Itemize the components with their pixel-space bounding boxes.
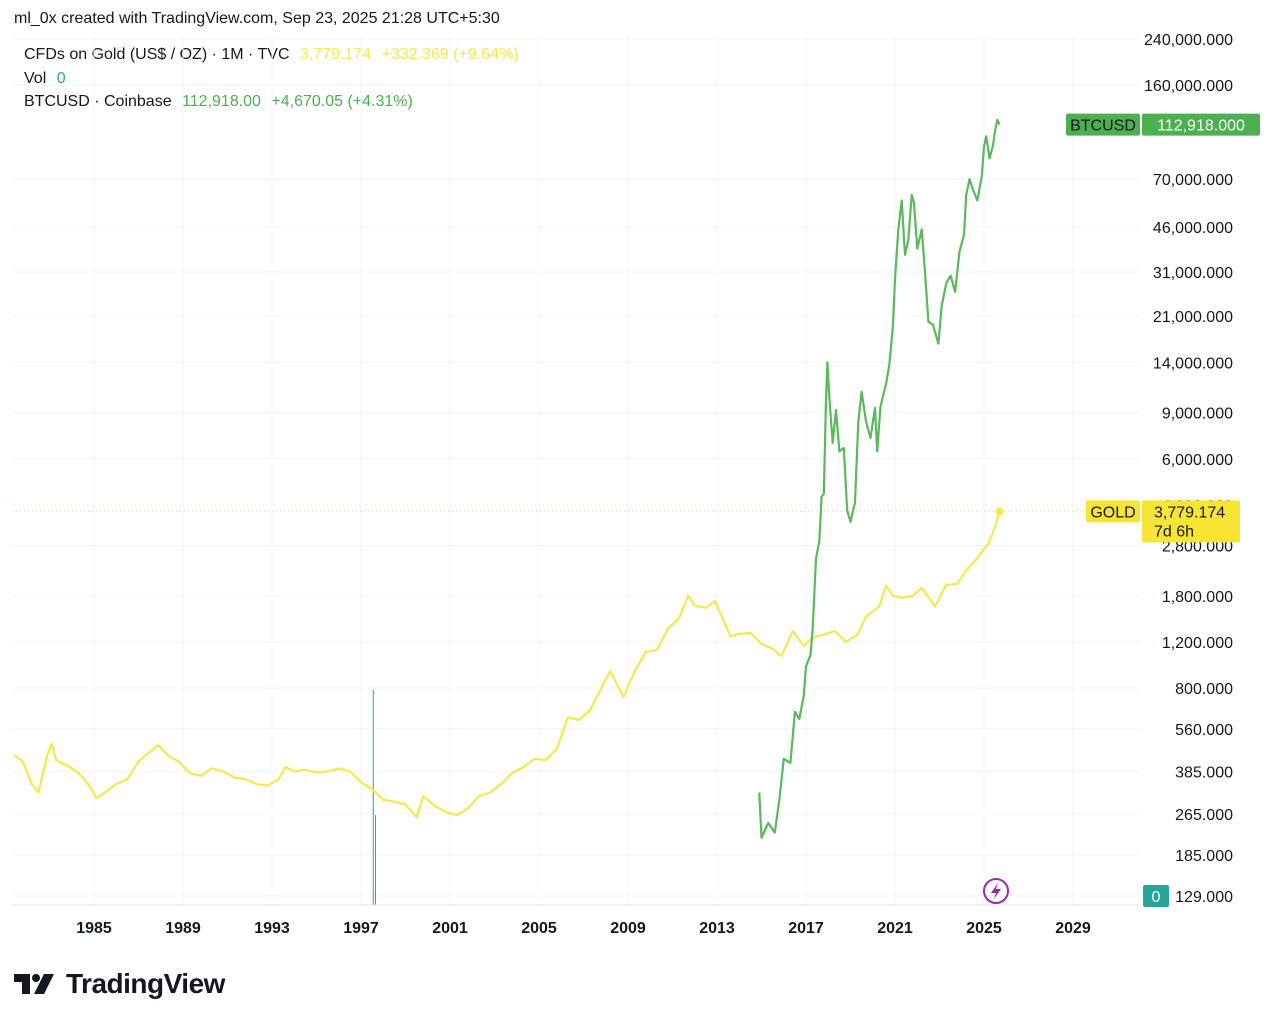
x-tick-label: 2001 [432,920,468,937]
y-tick-label: 2,800.000 [1162,539,1233,556]
x-tick-label: 2013 [699,920,735,937]
btc-tag-name: BTCUSD [1070,118,1136,135]
y-tick-label: 185.000 [1175,848,1233,865]
legend-btc-change: +4,670.05 (+4.31%) [271,93,413,110]
legend-vol-label: Vol [24,70,47,87]
gold-tag-name: GOLD [1090,504,1135,521]
chart-attribution: ml_0x created with TradingView.com, Sep … [14,10,500,27]
x-tick-label: 2009 [610,920,646,937]
gold-tag-countdown: 7d 6h [1154,523,1194,540]
x-tick-label: 1989 [165,920,201,937]
y-tick-label: 1,800.000 [1162,589,1233,606]
y-tick-label: 6,000.000 [1162,452,1233,469]
series-layer [12,118,1140,905]
price-tags: BTCUSD 112,918.000 GOLD 3,779.174 7d 6h 0 [1066,113,1260,907]
vol-tag-value: 0 [1152,889,1161,906]
y-tick-label: 129.000 [1175,889,1233,906]
y-tick-label: 240,000.000 [1144,32,1233,49]
chart-grid [12,36,1140,905]
lightning-icon[interactable] [983,878,1009,904]
vol-value-tag [1143,885,1169,907]
legend-gold-price: 3,779.174 [299,46,372,63]
gold-name-tag [1086,500,1140,523]
gold-last-point [995,507,1004,516]
gold-value-tag [1142,500,1240,543]
btc-name-tag [1066,113,1140,136]
tradingview-logo-icon [14,974,54,994]
legend-vol[interactable]: Vol 0 [24,70,66,88]
price-axis[interactable]: 240,000.000 160,000.000 70,000.000 46,000.0… [1144,32,1233,906]
gold-series-line[interactable] [13,511,1001,819]
legend-btc-label: BTCUSD · Coinbase [24,93,172,110]
y-tick-label: 9,000.000 [1162,406,1233,423]
y-tick-label: 21,000.000 [1153,309,1233,326]
legend-gold-label: CFDs on Gold (US$ / OZ) · 1M · TVC [24,46,290,63]
legend-btc[interactable]: BTCUSD · Coinbase 112,918.00 +4,670.05 (… [24,93,413,111]
y-tick-label: 160,000.000 [1144,78,1233,95]
btc-value-tag [1142,113,1260,136]
y-tick-label: 1,200.000 [1162,635,1233,652]
y-tick-label: 46,000.000 [1153,220,1233,237]
y-tick-label: 265.000 [1175,807,1233,824]
btc-series-line[interactable] [758,118,1001,839]
price-axis-background [1140,0,1280,940]
y-tick-label: 800.000 [1175,681,1233,698]
y-tick-label: 14,000.000 [1153,355,1233,372]
x-tick-label: 2021 [877,920,913,937]
legend-vol-value: 0 [56,70,66,87]
x-tick-label: 1993 [254,920,290,937]
gold-tag-value: 3,779.174 [1154,504,1225,521]
tradingview-logo: TradingView [14,968,225,1000]
time-axis[interactable]: 1985 1989 1993 1997 2001 2005 2009 2013 2017 2021… [12,904,1140,937]
x-tick-label: 2017 [788,920,824,937]
y-tick-label: 31,000.000 [1153,265,1233,282]
y-tick-label: 560.000 [1175,722,1233,739]
y-tick-label: 70,000.000 [1153,172,1233,189]
x-tick-label: 2025 [966,920,1002,937]
tradingview-logo-text: TradingView [66,968,225,999]
btc-tag-value: 112,918.000 [1157,118,1245,135]
x-tick-label: 1997 [343,920,379,937]
legend-btc-price: 112,918.00 [182,93,261,110]
y-tick-label: 385.000 [1175,764,1233,781]
x-tick-label: 2005 [521,920,557,937]
x-tick-label: 1985 [76,920,112,937]
x-tick-label: 2029 [1055,920,1091,937]
